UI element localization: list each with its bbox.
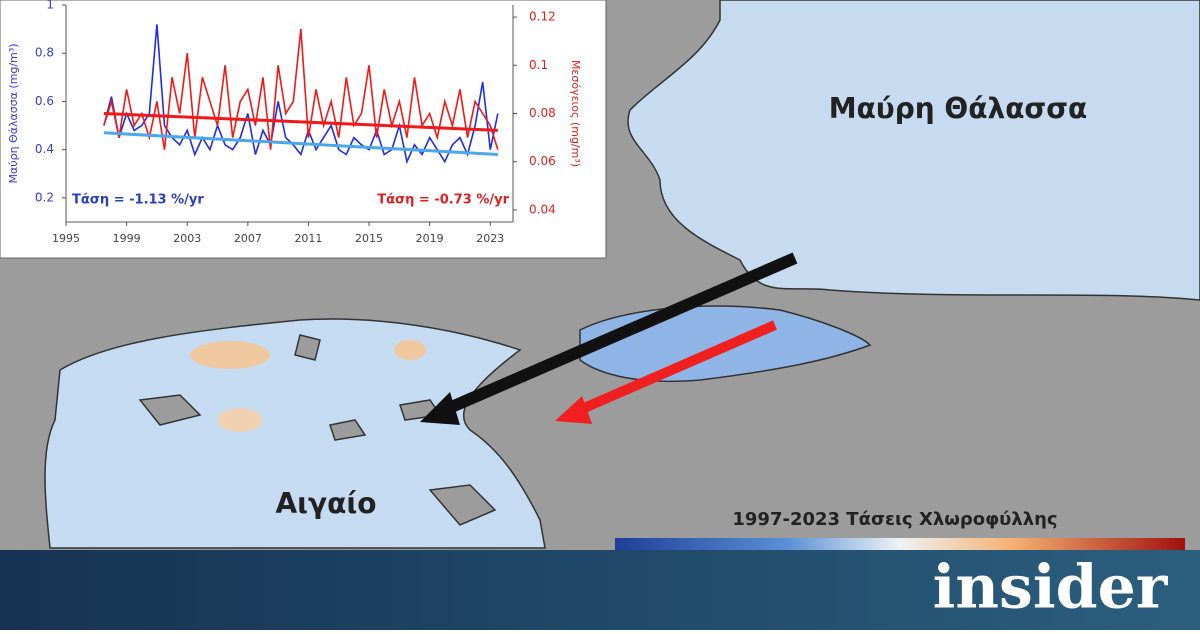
island (138, 334, 497, 526)
x-tick-label: 1995 (52, 232, 80, 245)
y2-axis-label: Μεσόγειος (mg/m³) (569, 60, 582, 167)
arrow (437, 252, 798, 418)
map-patch (394, 340, 426, 360)
black-sea (627, 0, 1200, 301)
x-tick-label: 2007 (234, 232, 262, 245)
x-tick-label: 2011 (294, 232, 322, 245)
y-tick-label: 0.4 (35, 142, 54, 156)
x-tick-label: 2023 (476, 232, 504, 245)
y2-tick-label: 0.04 (529, 202, 556, 216)
y-tick-label: 1 (46, 0, 54, 12)
inset-chart: 1995 1999 2003 2007 2011 2015 2019 2023 0.2 0.4 0.… (7, 0, 582, 245)
inset-chart-box (0, 0, 607, 259)
y2-tick-label: 0.12 (529, 10, 556, 24)
x-tick-label: 2019 (416, 232, 444, 245)
annotation: Τάση = -0.73 %/yr (377, 193, 509, 208)
map-patch (190, 341, 270, 369)
y-tick-label: 0.6 (35, 94, 54, 108)
arrow-head (420, 392, 460, 425)
colorbar-title: 1997-2023 Τάσεις Χλωροφύλλης (732, 509, 1057, 530)
annotation: Τάση = -1.13 %/yr (72, 193, 204, 208)
y-axis-label: Μαύρη Θάλασσα (mg/m³) (7, 43, 20, 183)
y-tick-label: 0.8 (35, 46, 54, 60)
y2-tick-label: 0.06 (529, 154, 556, 168)
x-tick-label: 1999 (113, 232, 141, 245)
x-tick-label: 2015 (355, 232, 383, 245)
arrow (573, 320, 777, 417)
aegean-sea (44, 318, 546, 549)
y2-tick-label: 0.1 (529, 58, 548, 72)
brand-logo: insider (933, 553, 1169, 623)
map-label: Αιγαίο (275, 487, 376, 520)
series-line (103, 24, 499, 165)
y2-tick-label: 0.08 (529, 106, 556, 120)
x-tick-label: 2003 (173, 232, 201, 245)
map-label: Μαύρη Θάλασσα (829, 92, 1088, 125)
banner (0, 550, 1200, 630)
trend-line (103, 131, 498, 156)
colorbar (615, 538, 1185, 552)
trend-line (103, 112, 498, 132)
y-tick-label: 0.2 (35, 190, 54, 204)
map-patch (218, 408, 262, 432)
series-line (103, 29, 499, 150)
arrow-head (555, 396, 592, 424)
